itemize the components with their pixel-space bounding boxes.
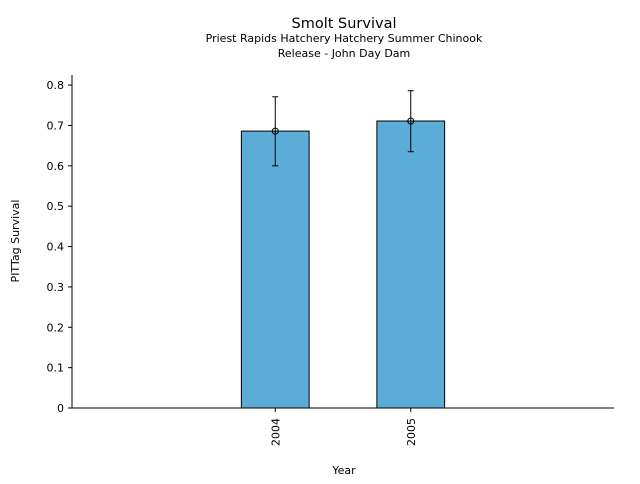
chart-title: Smolt Survival — [292, 16, 397, 32]
x-tick-label-2004: 2004 — [269, 418, 282, 446]
point-marker-2005 — [407, 117, 415, 125]
bar-2004 — [240, 130, 310, 409]
y-tick-label: 0.1 — [47, 362, 65, 375]
bar-2005 — [376, 120, 446, 409]
y-tick-label: 0.4 — [47, 241, 65, 254]
y-tick-label: 0 — [57, 402, 64, 415]
y-tick-label: 0.5 — [47, 200, 65, 213]
chart-subtitle-line-1: Priest Rapids Hatchery Hatchery Summer C… — [206, 32, 483, 45]
x-tick-label-2005: 2005 — [405, 418, 418, 446]
plot-area: 0 0.1 0.2 0.3 0.4 0.5 0.6 0.7 0.8 2004 2005 — [47, 75, 614, 446]
y-tick-label: 0.3 — [47, 281, 65, 294]
y-tick-label: 0.7 — [47, 119, 65, 132]
chart-subtitle-line-2: Release - John Day Dam — [278, 47, 411, 60]
x-axis-label: Year — [331, 464, 356, 477]
y-tick-label: 0.2 — [47, 321, 65, 334]
point-marker-2004 — [271, 127, 279, 135]
y-axis-label: PITTag Survival — [9, 200, 22, 283]
y-tick-label: 0.8 — [47, 79, 65, 92]
y-tick-label: 0.6 — [47, 160, 65, 173]
